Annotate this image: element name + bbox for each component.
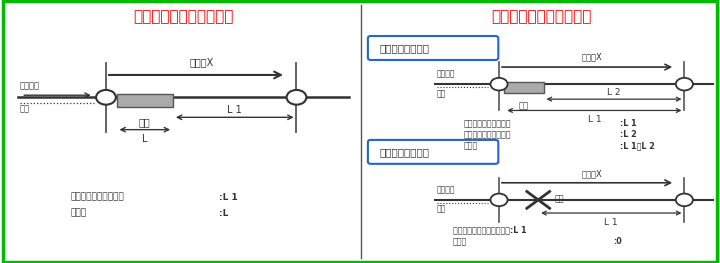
Text: :L 1: :L 1 (219, 193, 238, 202)
Text: 結点リンク終端からの距離:L 1: 結点リンク終端からの距離:L 1 (453, 226, 526, 235)
FancyBboxPatch shape (368, 36, 498, 60)
Text: リンクX: リンクX (189, 58, 213, 68)
Text: 事象: 事象 (554, 194, 564, 203)
Circle shape (676, 78, 693, 90)
Text: 事象: 事象 (519, 102, 529, 111)
Text: リンクX: リンクX (581, 169, 602, 178)
Text: L 1: L 1 (605, 218, 618, 227)
Text: リンク終端からの距離: リンク終端からの距離 (464, 130, 511, 139)
Text: 通行方向: 通行方向 (436, 185, 455, 194)
Circle shape (676, 194, 693, 206)
Text: リンク終端からの距離: リンク終端からの距離 (71, 193, 125, 202)
Text: 規制情報の表現の模式図: 規制情報の表現の模式図 (492, 9, 592, 25)
Text: 渋滞長: 渋滞長 (71, 209, 87, 218)
Text: 規制長: 規制長 (464, 141, 477, 150)
Text: 規制長: 規制長 (453, 237, 467, 246)
Text: 渋滞情報の表現の模式図: 渋滞情報の表現の模式図 (133, 9, 234, 25)
Text: :L 1: :L 1 (620, 119, 636, 128)
FancyBboxPatch shape (368, 140, 498, 164)
Text: L: L (142, 134, 148, 144)
Text: リンクX: リンクX (581, 53, 602, 62)
Text: L 1: L 1 (588, 115, 601, 124)
Text: L 2: L 2 (607, 88, 621, 97)
Text: :L 2: :L 2 (620, 130, 637, 139)
Text: :L: :L (219, 209, 228, 218)
Text: 道路: 道路 (436, 89, 446, 98)
Text: ・点の規制の場合: ・点の規制の場合 (379, 147, 430, 157)
Bar (117, 94, 173, 107)
Circle shape (490, 78, 508, 90)
Text: 道路: 道路 (436, 205, 446, 214)
Text: :L 1－L 2: :L 1－L 2 (620, 141, 655, 150)
Text: :0: :0 (613, 237, 622, 246)
Text: 道路: 道路 (19, 105, 30, 114)
Circle shape (490, 194, 508, 206)
Text: L 1: L 1 (228, 105, 242, 115)
Text: リンク終端からの距離: リンク終端からの距離 (464, 119, 511, 128)
Text: ・線の規制の場合: ・線の規制の場合 (379, 43, 430, 53)
Bar (505, 82, 544, 93)
Text: 渋滞: 渋滞 (139, 117, 150, 127)
Circle shape (287, 90, 307, 105)
Text: 通行方向: 通行方向 (436, 70, 455, 79)
Circle shape (96, 90, 116, 105)
Text: 通行方向: 通行方向 (19, 82, 40, 91)
